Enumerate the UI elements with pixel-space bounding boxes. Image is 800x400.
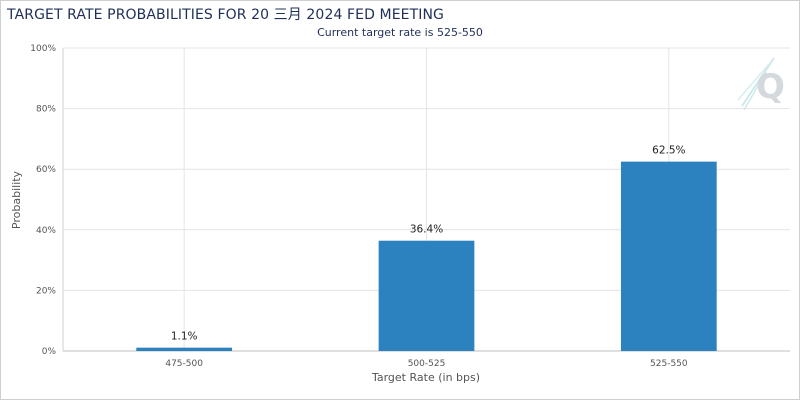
- y-tick-label: 40%: [36, 226, 56, 236]
- x-axis-title: Target Rate (in bps): [371, 371, 480, 384]
- svg-text:Q: Q: [756, 67, 785, 107]
- chart-title: TARGET RATE PROBABILITIES FOR 20 三月 2024…: [7, 7, 445, 23]
- bar[interactable]: [378, 240, 475, 351]
- x-tick-label: 500-525: [408, 359, 446, 369]
- chart-subtitle: Current target rate is 525-550: [317, 26, 483, 39]
- bar[interactable]: [136, 347, 233, 351]
- x-tick-label: 525-550: [650, 359, 688, 369]
- y-tick-label: 80%: [36, 105, 56, 115]
- data-label: 36.4%: [410, 224, 443, 236]
- y-tick-label: 60%: [36, 165, 56, 175]
- y-axis-title: Probability: [10, 170, 23, 229]
- q-logo-icon: Q: [737, 57, 785, 111]
- x-tick-label: 475-500: [165, 359, 203, 369]
- y-tick-label: 100%: [30, 44, 56, 54]
- bar[interactable]: [620, 161, 717, 351]
- y-tick-label: 0%: [42, 347, 57, 357]
- data-label: 62.5%: [652, 145, 685, 157]
- y-tick-label: 20%: [36, 286, 56, 296]
- data-label: 1.1%: [171, 331, 198, 343]
